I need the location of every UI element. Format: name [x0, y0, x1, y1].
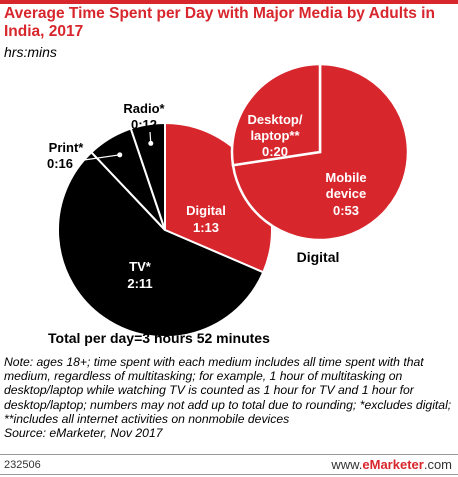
brand-logo: www.eMarketer.com — [331, 457, 452, 472]
total-per-day: Total per day=3 hours 52 minutes — [48, 330, 270, 346]
footer-bottom-rule — [0, 474, 458, 475]
slice-tv — [57, 150, 265, 338]
chart-title: Average Time Spent per Day with Major Me… — [4, 5, 435, 40]
value-radio: 0:12 — [131, 117, 157, 132]
label-mobile-line1: Mobile — [325, 170, 366, 185]
chart-subtitle: hrs:mins — [4, 44, 57, 60]
chart-note: Note: ages 18+; time spent with each med… — [4, 355, 456, 440]
source-text: Source: eMarketer, Nov 2017 — [4, 426, 163, 441]
brand-name: eMarketer — [362, 457, 424, 472]
slice-radio — [129, 121, 166, 231]
note-text: Note: ages 18+; time spent with each med… — [4, 355, 452, 426]
leader-line-print — [83, 154, 120, 161]
leader-dot-print — [117, 152, 123, 158]
value-print: 0:16 — [47, 156, 73, 171]
value-digital: 1:13 — [193, 220, 219, 235]
label-tv: TV* — [129, 259, 152, 274]
value-mobile: 0:53 — [333, 203, 359, 218]
digital-pie-label: Digital — [297, 249, 340, 265]
brand-prefix: www. — [331, 457, 363, 472]
chart-id: 232506 — [4, 459, 41, 471]
pie-chart: Radio* 0:12 Print* 0:16 TV* 2:11 Digital… — [47, 62, 410, 346]
slice-desktop-laptop — [230, 62, 322, 167]
label-desktop-line2: laptop** — [250, 128, 300, 143]
top-accent-bar — [0, 0, 458, 4]
value-desktop: 0:20 — [262, 144, 288, 159]
label-digital: Digital — [186, 203, 226, 218]
label-desktop-line1: Desktop/ — [248, 112, 303, 127]
leader-dot-radio — [148, 140, 154, 146]
label-print: Print* — [49, 140, 85, 155]
brand-suffix: .com — [423, 457, 452, 472]
label-radio: Radio* — [123, 101, 165, 116]
value-tv: 2:11 — [127, 276, 152, 291]
footer-divider — [0, 454, 458, 455]
label-mobile-line2: device — [326, 186, 366, 201]
